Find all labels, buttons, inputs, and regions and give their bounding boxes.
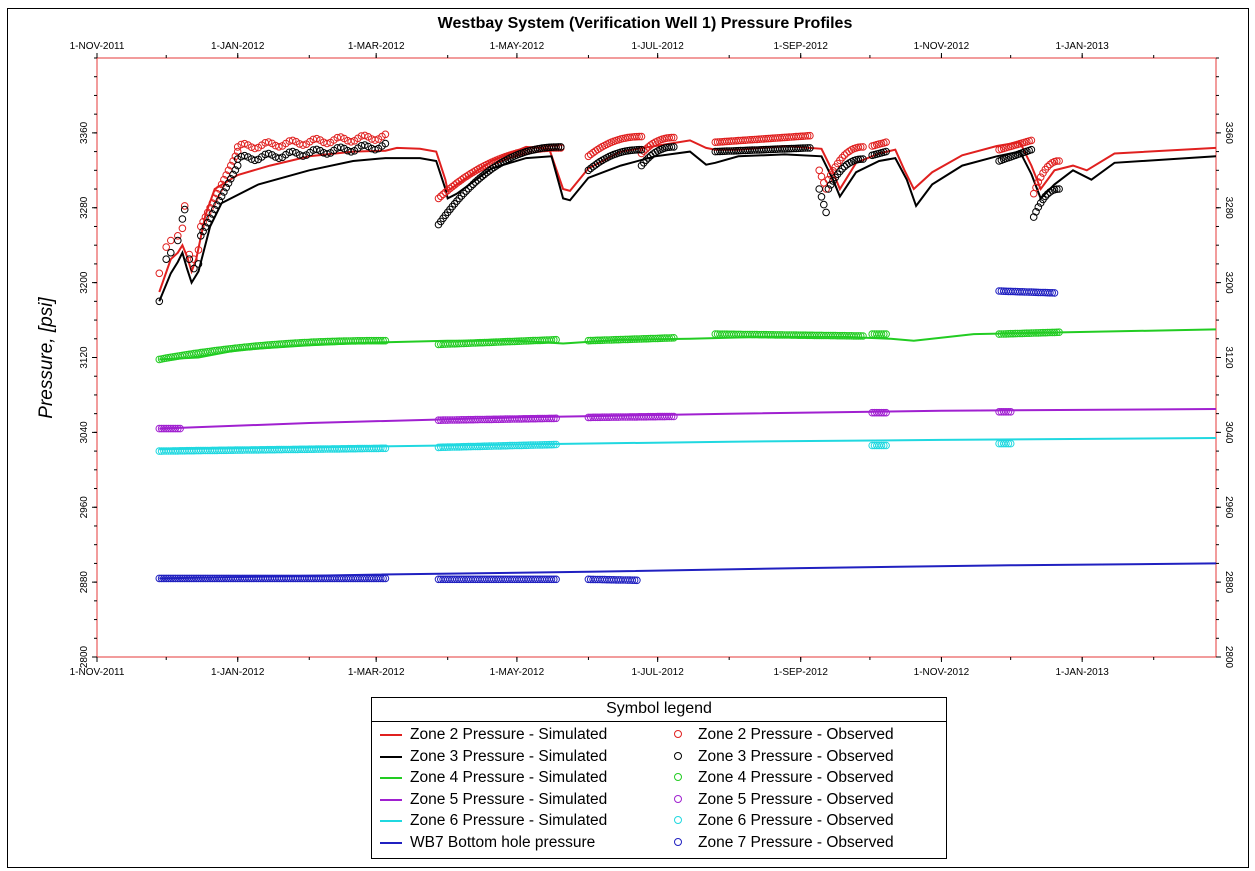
legend-label: Zone 5 Pressure - Observed <box>698 789 894 810</box>
data-point <box>163 256 170 263</box>
legend-label: Zone 6 Pressure - Observed <box>698 810 894 831</box>
legend-label: Zone 4 Pressure - Simulated <box>410 767 607 788</box>
x-tick-label: 1-JAN-2013 <box>1056 667 1110 678</box>
data-point <box>179 225 186 232</box>
legend-divider <box>372 721 946 722</box>
axes: 1-NOV-2011 1-NOV-2011 1-JAN-2012 1-JAN-2012… <box>70 41 1234 678</box>
x-tick-label-top: 1-JUL-2012 <box>632 41 685 52</box>
x-tick-label: 1-JAN-2012 <box>211 667 265 678</box>
legend-line-swatch <box>380 734 402 736</box>
x-tick-label: 1-NOV-2012 <box>914 667 970 678</box>
data-point <box>818 173 825 180</box>
y-tick-label-right: 3120 <box>1223 346 1234 369</box>
data-point <box>818 194 825 201</box>
x-tick-label: 1-SEP-2012 <box>773 667 828 678</box>
legend-line-swatch <box>380 842 402 844</box>
legend-label: WB7 Bottom hole pressure <box>410 832 595 853</box>
data-point <box>823 209 830 216</box>
data-point <box>816 167 823 174</box>
y-tick-label-right: 3200 <box>1223 272 1234 295</box>
legend-line-swatch <box>380 777 402 779</box>
data-point <box>163 244 170 251</box>
x-tick-label-top: 1-NOV-2011 <box>70 41 125 52</box>
y-tick-label: 3280 <box>79 196 90 219</box>
legend-line-swatch <box>380 799 402 801</box>
x-tick-label-top: 1-JAN-2012 <box>211 41 265 52</box>
x-tick-label-top: 1-JAN-2013 <box>1056 41 1110 52</box>
legend-label: Zone 3 Pressure - Simulated <box>410 746 607 767</box>
legend-line-swatch <box>380 820 402 822</box>
y-tick-label: 3360 <box>79 121 90 144</box>
x-tick-label: 1-MAY-2012 <box>490 667 545 678</box>
x-tick-label-top: 1-MAY-2012 <box>490 41 545 52</box>
legend-title: Symbol legend <box>372 700 946 718</box>
legend-label: Zone 4 Pressure - Observed <box>698 767 894 788</box>
data-point <box>179 216 186 223</box>
x-tick-label-top: 1-SEP-2012 <box>773 41 828 52</box>
legend-label: Zone 3 Pressure - Observed <box>698 746 894 767</box>
y-tick-label-right: 2960 <box>1223 496 1234 519</box>
series-line <box>159 152 1216 302</box>
data-point <box>821 180 828 187</box>
y-tick-label: 3040 <box>79 421 90 444</box>
data-point <box>175 237 182 244</box>
x-tick-label: 1-NOV-2011 <box>70 667 125 678</box>
y-tick-label-right: 3040 <box>1223 421 1234 444</box>
data-point <box>1028 146 1035 153</box>
legend-label: Zone 5 Pressure - Simulated <box>410 789 607 810</box>
y-tick-label-right: 3360 <box>1223 122 1234 145</box>
y-tick-label: 2880 <box>79 571 90 594</box>
x-tick-label-top: 1-MAR-2012 <box>348 41 405 52</box>
legend-label: Zone 2 Pressure - Observed <box>698 724 894 745</box>
data-point <box>156 270 163 277</box>
series-zone-7-pressure-observed <box>156 288 1058 584</box>
series-line <box>159 409 1216 429</box>
y-tick-label-right: 3280 <box>1223 197 1234 220</box>
x-tick-label: 1-JUL-2012 <box>632 667 685 678</box>
series-zone-5-pressure-simulated <box>159 409 1216 429</box>
data-point <box>168 249 175 256</box>
data-point <box>168 237 175 244</box>
legend-circle-swatch <box>674 730 682 738</box>
series-layer <box>156 131 1216 584</box>
legend-label: Zone 7 Pressure - Observed <box>698 832 894 853</box>
data-point <box>821 201 828 208</box>
chart-title: Westbay System (Verification Well 1) Pre… <box>438 15 853 32</box>
y-tick-label-right: 2800 <box>1223 646 1234 669</box>
legend-circle-swatch <box>674 795 682 803</box>
y-tick-label: 3200 <box>79 271 90 294</box>
legend-label: Zone 2 Pressure - Simulated <box>410 724 607 745</box>
y-tick-label: 2800 <box>79 645 90 668</box>
y-axis-label: Pressure, [psi] <box>36 297 57 419</box>
y-tick-label: 2960 <box>79 496 90 519</box>
data-point <box>1030 190 1037 197</box>
series-zone-3-pressure-observed <box>156 140 1062 304</box>
series-zone-3-pressure-simulated <box>159 152 1216 302</box>
legend-circle-swatch <box>674 773 682 781</box>
y-tick-label-right: 2880 <box>1223 571 1234 594</box>
legend-label: Zone 6 Pressure - Simulated <box>410 810 607 831</box>
y-tick-label: 3120 <box>79 346 90 369</box>
x-tick-label: 1-MAR-2012 <box>348 667 405 678</box>
legend-circle-swatch <box>674 816 682 824</box>
legend-circle-swatch <box>674 752 682 760</box>
x-tick-label-top: 1-NOV-2012 <box>914 41 970 52</box>
data-point <box>816 186 823 193</box>
legend-line-swatch <box>380 756 402 758</box>
legend: Symbol legend Zone 2 Pressure - Simulate… <box>371 697 947 859</box>
legend-circle-swatch <box>674 838 682 846</box>
